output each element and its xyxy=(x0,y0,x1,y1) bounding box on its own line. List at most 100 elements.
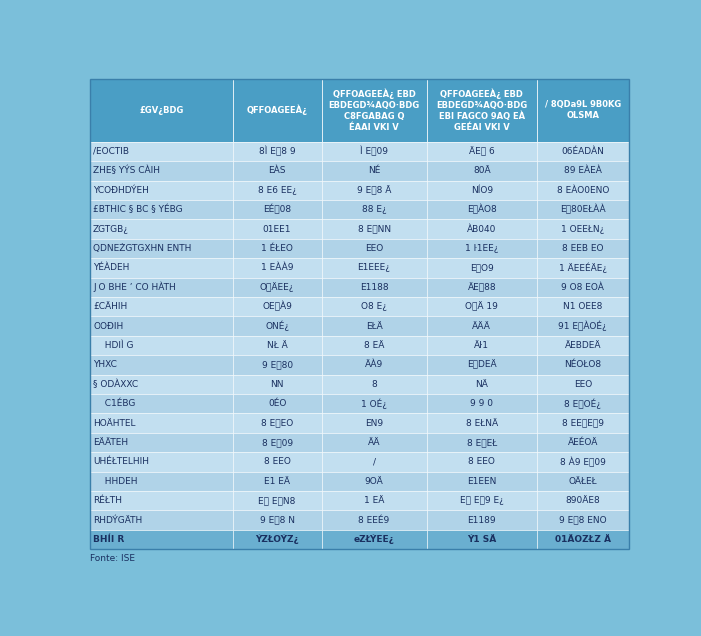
Bar xyxy=(427,297,537,316)
Text: HHDEH: HHDEH xyxy=(100,477,138,486)
Bar xyxy=(90,297,233,316)
Text: 8 EEO: 8 EEO xyxy=(261,418,293,427)
Bar xyxy=(427,79,537,142)
Text: EÀS: EÀS xyxy=(268,167,286,176)
Bar xyxy=(427,355,537,375)
Bar xyxy=(233,219,322,238)
Text: UHÉŁTELHIH: UHÉŁTELHIH xyxy=(93,457,149,466)
Bar xyxy=(233,336,322,355)
Text: RÉŁTH: RÉŁTH xyxy=(93,496,122,505)
Bar xyxy=(233,452,322,471)
Text: YCOÐHDÝEH: YCOÐHDÝEH xyxy=(93,186,149,195)
Bar xyxy=(537,316,629,336)
Bar xyxy=(90,530,233,549)
Bar xyxy=(322,258,427,277)
Text: EÄÄTEH: EÄÄTEH xyxy=(93,438,128,447)
Bar xyxy=(427,510,537,530)
Text: Ý1 SÄ: Ý1 SÄ xyxy=(467,535,496,544)
Bar xyxy=(427,200,537,219)
Text: EÀO8: EÀO8 xyxy=(467,205,497,215)
Text: EŁÄ: EŁÄ xyxy=(366,322,383,331)
Text: 8 E6 EE¿: 8 E6 EE¿ xyxy=(258,186,297,195)
Text: 8 EEO: 8 EEO xyxy=(468,457,495,466)
Text: OOÐIH: OOÐIH xyxy=(93,322,123,331)
Bar xyxy=(233,161,322,181)
Bar xyxy=(427,219,537,238)
Bar xyxy=(537,394,629,413)
Text: 9 9 0: 9 9 0 xyxy=(470,399,494,408)
Text: QFFOAGEEÀ¿: QFFOAGEEÀ¿ xyxy=(247,105,308,116)
Bar xyxy=(233,200,322,219)
Text: E1EEE¿: E1EEE¿ xyxy=(358,263,390,272)
Text: 8 EEÉ9: 8 EEÉ9 xyxy=(358,516,390,525)
Bar xyxy=(537,142,629,161)
Text: EEO: EEO xyxy=(365,244,383,253)
Text: E EN8: E EN8 xyxy=(259,496,296,505)
Bar xyxy=(233,530,322,549)
Text: J O BHE ’ CO HÀTH: J O BHE ’ CO HÀTH xyxy=(93,282,176,293)
Text: 80Ã: 80Ã xyxy=(473,167,491,176)
Text: 1 EÄ: 1 EÄ xyxy=(364,496,384,505)
Text: EÉ08: EÉ08 xyxy=(263,205,291,215)
Bar xyxy=(90,277,233,297)
Bar xyxy=(537,375,629,394)
Text: 890ÄE8: 890ÄE8 xyxy=(566,496,600,505)
Text: OÄŁEŁ: OÄŁEŁ xyxy=(569,477,597,486)
Text: EDEÄ: EDEÄ xyxy=(467,360,496,370)
Text: 8 EÀO0ENO: 8 EÀO0ENO xyxy=(557,186,609,195)
Bar xyxy=(537,238,629,258)
Bar xyxy=(233,277,322,297)
Bar xyxy=(90,452,233,471)
Text: EEO: EEO xyxy=(573,380,592,389)
Bar xyxy=(322,375,427,394)
Bar xyxy=(90,471,233,491)
Bar xyxy=(233,316,322,336)
Text: /: / xyxy=(372,457,376,466)
Bar xyxy=(233,394,322,413)
Bar xyxy=(537,413,629,432)
Bar xyxy=(90,355,233,375)
Bar xyxy=(427,432,537,452)
Text: HDIÌ G: HDIÌ G xyxy=(100,341,134,350)
Text: C1ÉBG: C1ÉBG xyxy=(100,399,135,408)
Bar xyxy=(90,161,233,181)
Bar xyxy=(322,297,427,316)
Text: YHXC: YHXC xyxy=(93,361,117,370)
Text: Ì E09: Ì E09 xyxy=(360,146,388,156)
Text: 8 À9 E09: 8 À9 E09 xyxy=(560,457,606,467)
Text: QFFOAGEEÀ¿ EBD
EBDEGD¾AQO·BDG
C8FGABAG Q
ÉAAI VKI V: QFFOAGEEÀ¿ EBD EBDEGD¾AQO·BDG C8FGABAG Q… xyxy=(329,89,420,132)
Bar xyxy=(537,471,629,491)
Text: £GV¿BDG: £GV¿BDG xyxy=(139,106,184,114)
Text: OEÀ9: OEÀ9 xyxy=(262,301,292,312)
Text: £CÄHIH: £CÄHIH xyxy=(93,302,128,311)
Bar xyxy=(90,394,233,413)
Bar xyxy=(233,375,322,394)
Text: ÄE88: ÄE88 xyxy=(468,282,496,292)
Bar xyxy=(322,510,427,530)
Bar xyxy=(427,394,537,413)
Bar xyxy=(427,258,537,277)
Bar xyxy=(322,471,427,491)
Text: OÄ 19: OÄ 19 xyxy=(465,302,498,312)
Text: E1189: E1189 xyxy=(468,516,496,525)
Text: § ODÀXXC: § ODÀXXC xyxy=(93,380,138,389)
Bar xyxy=(427,142,537,161)
Text: 89 EÀEÀ: 89 EÀEÀ xyxy=(564,167,601,176)
Text: E1188: E1188 xyxy=(360,283,388,292)
Bar xyxy=(322,316,427,336)
Bar xyxy=(233,491,322,510)
Text: 8Ì E8 9: 8Ì E8 9 xyxy=(259,146,295,156)
Bar xyxy=(233,471,322,491)
Text: ÄÀ9: ÄÀ9 xyxy=(365,361,383,370)
Text: ÄEÉOÄ: ÄEÉOÄ xyxy=(568,438,598,447)
Bar xyxy=(90,316,233,336)
Text: HOÄHTEL: HOÄHTEL xyxy=(93,418,135,427)
Bar xyxy=(90,258,233,277)
Bar xyxy=(233,355,322,375)
Text: 1 ÉŁEO: 1 ÉŁEO xyxy=(261,244,293,253)
Bar xyxy=(427,277,537,297)
Text: 9OÄ: 9OÄ xyxy=(365,477,383,486)
Text: 8: 8 xyxy=(372,380,377,389)
Bar xyxy=(427,375,537,394)
Text: BHÍI R: BHÍI R xyxy=(93,535,124,544)
